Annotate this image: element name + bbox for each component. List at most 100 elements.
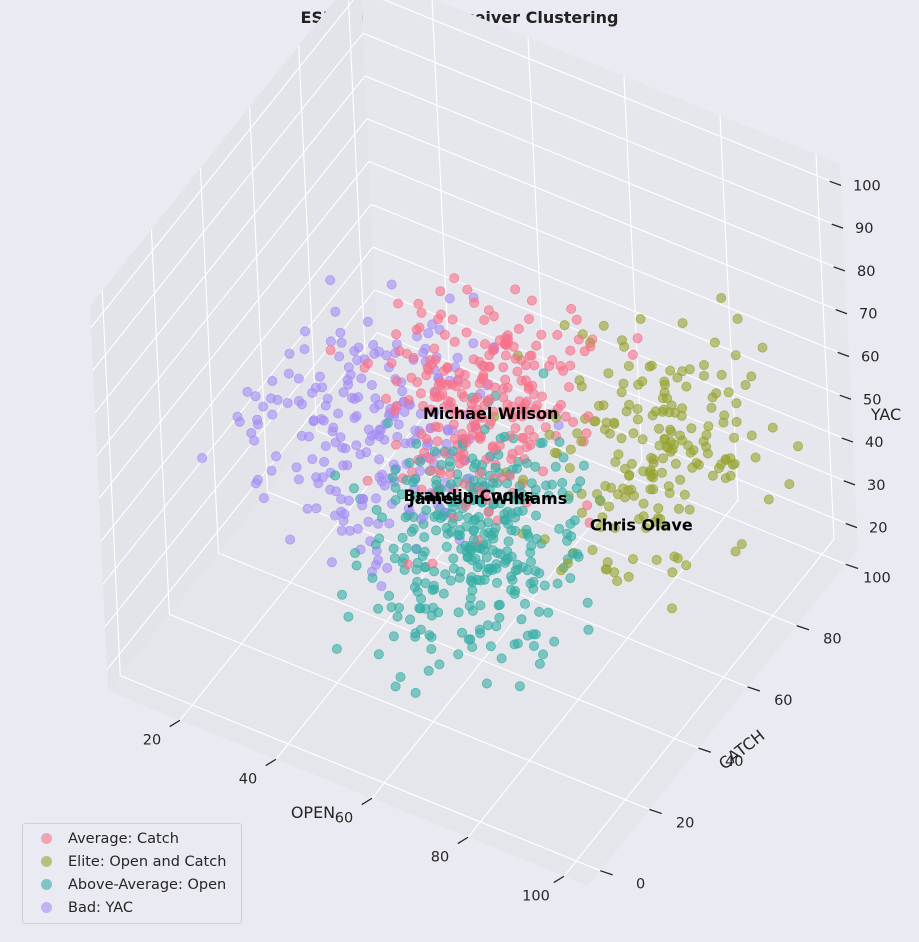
data-point [566, 303, 577, 314]
data-point [329, 510, 340, 521]
data-point [333, 408, 344, 419]
data-point [666, 426, 677, 437]
data-point [456, 627, 467, 638]
data-point [447, 314, 458, 325]
data-point [706, 402, 717, 413]
data-point [343, 611, 354, 622]
data-point [311, 503, 322, 514]
legend-item: Above-Average: Open [31, 873, 233, 896]
data-point [445, 397, 456, 408]
data-point [371, 504, 382, 515]
data-point [435, 484, 446, 495]
grid-line [106, 332, 378, 670]
data-point [468, 462, 479, 473]
data-point [307, 454, 318, 465]
data-point [330, 470, 341, 481]
grid-line [92, 32, 364, 371]
x-tick-label: 20 [143, 732, 161, 748]
data-point [562, 558, 573, 569]
data-point [518, 474, 529, 485]
data-point [395, 672, 406, 683]
data-point [439, 329, 450, 340]
data-point [475, 543, 486, 554]
data-point [550, 461, 561, 472]
z-tick [839, 394, 852, 400]
data-point [357, 493, 368, 504]
data-point [479, 424, 490, 435]
z-tick [831, 223, 844, 229]
data-point [390, 439, 401, 450]
data-point [426, 465, 437, 476]
data-point [469, 394, 480, 405]
data-point [576, 507, 587, 518]
data-point [477, 360, 488, 371]
data-point [368, 339, 379, 350]
data-point [396, 489, 407, 500]
data-point [558, 452, 569, 463]
data-point [459, 478, 470, 489]
data-point [437, 388, 448, 399]
z-tick [845, 522, 858, 529]
data-point [731, 398, 742, 409]
data-point [316, 414, 327, 425]
data-point [419, 447, 430, 458]
data-point [370, 559, 381, 570]
data-point [384, 518, 395, 529]
data-point [563, 493, 574, 504]
data-point [538, 466, 549, 477]
data-point [740, 379, 751, 390]
data-point [415, 624, 426, 635]
legend-label: Bad: YAC [68, 899, 134, 916]
data-point [510, 423, 521, 434]
data-point [344, 525, 355, 536]
data-point [584, 517, 595, 528]
data-point [416, 593, 427, 604]
data-point [523, 381, 534, 392]
data-point [750, 452, 761, 463]
data-point [265, 393, 276, 404]
data-point [667, 567, 678, 578]
data-point [597, 512, 608, 523]
data-point [453, 649, 464, 660]
data-point [632, 333, 643, 344]
data-point [657, 467, 668, 478]
data-point [604, 501, 615, 512]
data-point [641, 523, 652, 534]
grid-line [467, 499, 739, 838]
data-point [529, 360, 540, 371]
z-tick [837, 351, 850, 358]
data-point [405, 614, 416, 625]
data-point [325, 345, 336, 356]
data-point [494, 599, 505, 610]
z-tick [843, 480, 856, 486]
data-point [552, 329, 563, 340]
data-point [509, 588, 520, 599]
data-point [539, 580, 550, 591]
data-point [430, 421, 441, 432]
data-point [412, 557, 423, 568]
data-point [581, 428, 592, 439]
data-point [510, 353, 521, 364]
grid-line [563, 538, 835, 877]
data-point [587, 545, 598, 556]
data-point [448, 419, 459, 430]
data-point [342, 374, 353, 385]
data-point [391, 329, 402, 340]
x-tick-label: 60 [335, 810, 353, 826]
data-point [384, 590, 395, 601]
data-point [505, 490, 516, 501]
x-tick-label: 100 [522, 888, 550, 904]
data-point [442, 528, 453, 539]
data-point [633, 379, 644, 390]
data-point [565, 518, 576, 529]
data-point [617, 335, 628, 346]
data-point [623, 485, 634, 496]
data-point [470, 553, 481, 564]
data-point [496, 653, 507, 664]
data-point [635, 313, 646, 324]
data-point [351, 560, 362, 571]
legend-item: Average: Catch [31, 827, 233, 850]
data-point [637, 434, 648, 445]
data-point [699, 359, 710, 370]
